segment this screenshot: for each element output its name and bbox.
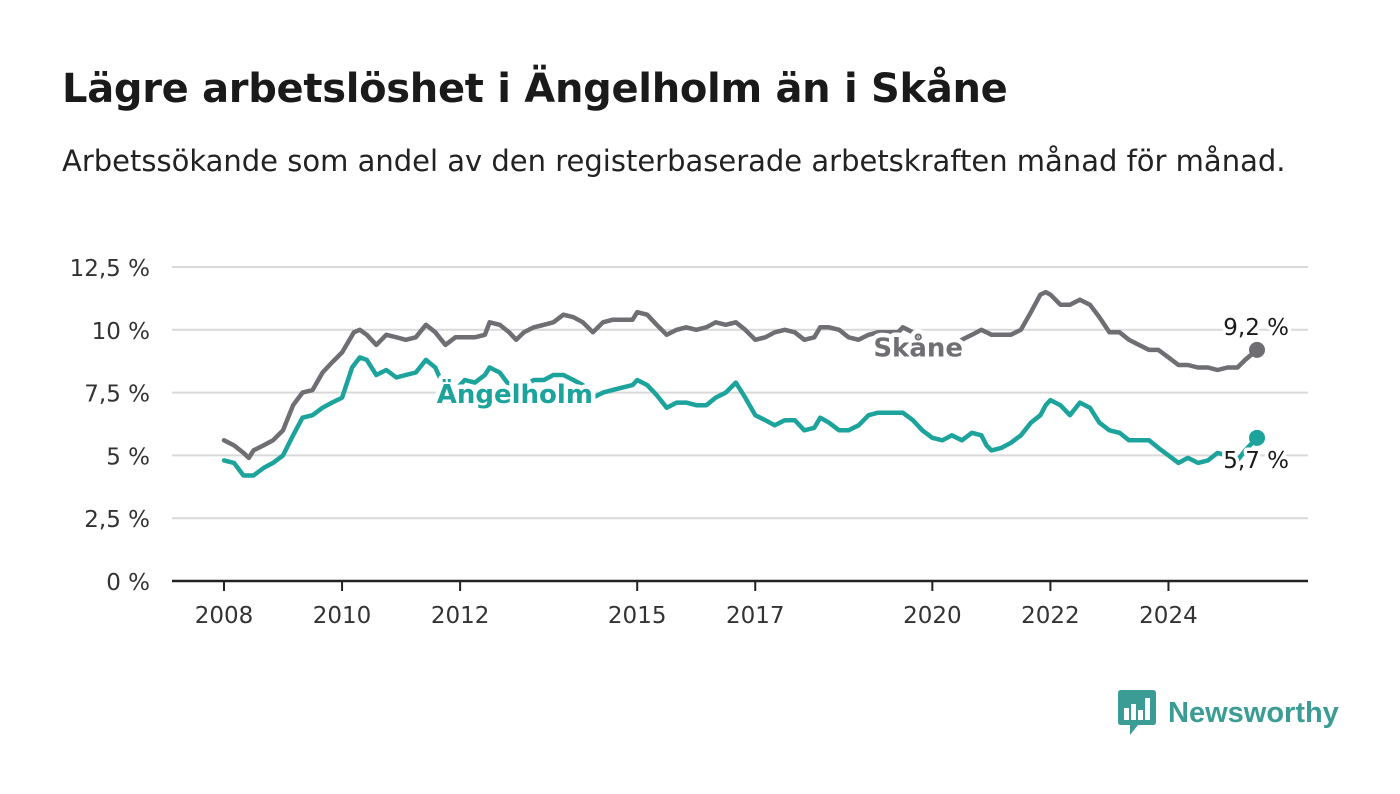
x-tick-label: 2015 bbox=[608, 603, 667, 629]
y-tick-label: 12,5 % bbox=[70, 256, 150, 282]
y-tick-label: 10 % bbox=[92, 319, 150, 345]
end-point-dot bbox=[1249, 429, 1265, 446]
end-value-label: 5,7 % bbox=[1223, 448, 1289, 474]
y-tick-label: 5 % bbox=[106, 444, 150, 470]
series-name-label: Skåne bbox=[873, 331, 963, 363]
series-line-angelholm bbox=[221, 355, 1260, 478]
end-point-dot bbox=[1249, 341, 1265, 358]
y-axis-tick-labels: 0 % 2,5 % 5 % 7,5 % 10 % 12,5 % bbox=[70, 256, 150, 596]
x-axis-ticks: 2008 2010 2012 2015 2017 2020 2022 2024 bbox=[195, 581, 1198, 629]
x-tick-label: 2008 bbox=[195, 603, 254, 629]
series-lines bbox=[221, 289, 1265, 478]
x-tick-label: 2022 bbox=[1021, 603, 1080, 629]
gridlines bbox=[172, 266, 1308, 583]
newsworthy-logo: Newsworthy bbox=[1118, 690, 1339, 736]
x-tick-label: 2010 bbox=[313, 603, 372, 629]
x-tick-label: 2012 bbox=[431, 603, 490, 629]
y-tick-label: 0 % bbox=[106, 570, 150, 596]
x-tick-label: 2017 bbox=[726, 603, 785, 629]
end-value-label: 9,2 % bbox=[1223, 315, 1289, 341]
x-tick-label: 2020 bbox=[903, 603, 962, 629]
series-line-skane bbox=[221, 289, 1260, 461]
chart-title: Lägre arbetslöshet i Ängelholm än i Skån… bbox=[62, 66, 1008, 112]
brand-name: Newsworthy bbox=[1168, 696, 1339, 729]
y-tick-label: 7,5 % bbox=[84, 382, 150, 408]
newsworthy-icon bbox=[1118, 690, 1156, 735]
chart-subtitle: Arbetssökande som andel av den registerb… bbox=[62, 144, 1286, 178]
series-name-label: Ängelholm bbox=[437, 378, 593, 410]
x-tick-label: 2024 bbox=[1139, 603, 1198, 629]
y-tick-label: 2,5 % bbox=[84, 507, 150, 533]
series-labels: Skåne 9,2 % Ängelholm 5,7 % bbox=[432, 311, 1292, 477]
